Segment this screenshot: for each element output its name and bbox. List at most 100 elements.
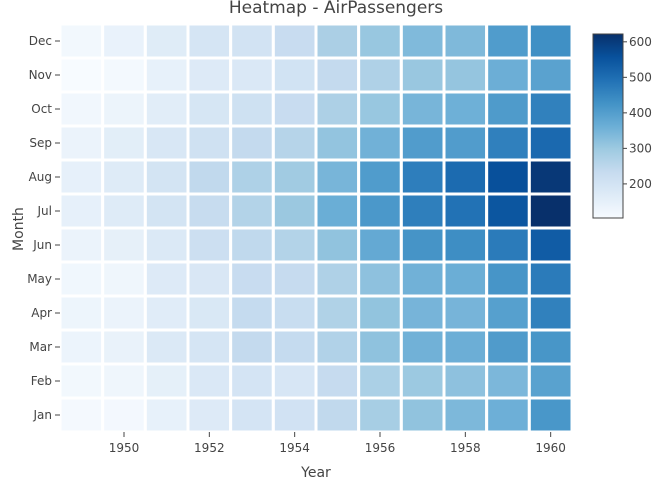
heatmap-cell <box>399 362 446 400</box>
heatmap-cells <box>58 22 574 434</box>
heatmap-cell <box>271 192 318 230</box>
y-tick-label: Feb <box>31 374 52 388</box>
heatmap-cell <box>186 294 233 332</box>
y-tick-label: Sep <box>29 136 52 150</box>
heatmap-cell <box>186 22 233 60</box>
heatmap-cell <box>485 396 531 434</box>
heatmap-cell <box>314 22 361 60</box>
heatmap-cell <box>399 396 446 434</box>
y-axis-label: Month <box>11 207 27 251</box>
heatmap-cell <box>186 124 233 162</box>
heatmap-cell <box>143 294 190 332</box>
x-tick-label: 1958 <box>450 441 481 455</box>
heatmap-cell <box>357 158 403 196</box>
heatmap-cell <box>229 226 275 264</box>
heatmap-cell <box>271 294 318 332</box>
heatmap-cell <box>399 260 446 298</box>
heatmap-cell <box>357 56 403 94</box>
heatmap-cell <box>58 260 105 298</box>
heatmap-cell <box>357 226 403 264</box>
colorbar: 200 300 400 500 600 <box>592 33 652 219</box>
heatmap-cell <box>399 158 446 196</box>
heatmap-cell <box>58 158 105 196</box>
heatmap-cell <box>58 22 105 60</box>
heatmap-cell <box>143 260 190 298</box>
heatmap-cell <box>143 124 190 162</box>
heatmap-cell <box>229 328 275 366</box>
heatmap-cell <box>527 192 574 230</box>
heatmap-cell <box>399 90 446 128</box>
heatmap-cell <box>314 396 361 434</box>
heatmap-cell <box>58 294 105 332</box>
heatmap-cell <box>527 362 574 400</box>
heatmap-cell <box>314 362 361 400</box>
heatmap-cell <box>314 192 361 230</box>
heatmap-cell <box>143 22 190 60</box>
colorbar-gradient <box>592 33 624 219</box>
heatmap-cell <box>229 260 275 298</box>
heatmap-cell <box>229 294 275 332</box>
heatmap-cell <box>357 396 403 434</box>
heatmap-cell <box>485 192 531 230</box>
heatmap-cell <box>399 328 446 366</box>
heatmap-cell <box>527 56 574 94</box>
heatmap-cell <box>485 56 531 94</box>
heatmap-cell <box>143 158 190 196</box>
y-tick-label: May <box>27 272 52 286</box>
heatmap-cell <box>186 362 233 400</box>
heatmap-cell <box>314 158 361 196</box>
heatmap-cell <box>101 328 147 366</box>
heatmap-cell <box>229 56 275 94</box>
heatmap-cell <box>314 294 361 332</box>
heatmap-cell <box>399 294 446 332</box>
heatmap-cell <box>186 226 233 264</box>
x-tick-label: 1960 <box>535 441 566 455</box>
heatmap-cell <box>442 22 489 60</box>
heatmap-cell <box>271 22 318 60</box>
heatmap-cell <box>101 294 147 332</box>
heatmap-cell <box>399 192 446 230</box>
heatmap-cell <box>485 22 531 60</box>
heatmap-cell <box>399 226 446 264</box>
heatmap-cell <box>58 124 105 162</box>
heatmap-cell <box>442 362 489 400</box>
heatmap-cell <box>357 362 403 400</box>
y-axis: Jan Feb Mar Apr May Jun Jul Aug Sep Oct Nov Dec <box>27 34 60 422</box>
colorbar-tick-label: 600 <box>629 35 652 49</box>
heatmap-cell <box>527 396 574 434</box>
heatmap-cell <box>485 260 531 298</box>
heatmap-cell <box>143 192 190 230</box>
heatmap-cell <box>186 192 233 230</box>
heatmap-cell <box>101 90 147 128</box>
heatmap-cell <box>314 226 361 264</box>
heatmap-cell <box>271 362 318 400</box>
heatmap-cell <box>527 294 574 332</box>
x-tick-label: 1956 <box>365 441 396 455</box>
heatmap-cell <box>143 226 190 264</box>
heatmap-cell <box>101 362 147 400</box>
y-tick-label: Jul <box>37 204 52 218</box>
heatmap-cell <box>101 260 147 298</box>
heatmap-cell <box>314 124 361 162</box>
heatmap-cell <box>101 396 147 434</box>
colorbar-tick-label: 200 <box>629 177 652 191</box>
heatmap-cell <box>527 328 574 366</box>
heatmap-cell <box>357 294 403 332</box>
heatmap-cell <box>101 192 147 230</box>
heatmap-cell <box>229 396 275 434</box>
heatmap-cell <box>143 328 190 366</box>
heatmap-cell <box>442 124 489 162</box>
colorbar-tick-label: 500 <box>629 70 652 84</box>
heatmap-cell <box>58 192 105 230</box>
heatmap-cell <box>442 90 489 128</box>
heatmap-cell <box>357 90 403 128</box>
heatmap-cell <box>314 260 361 298</box>
heatmap-cell <box>229 192 275 230</box>
heatmap-cell <box>58 56 105 94</box>
heatmap-cell <box>186 396 233 434</box>
heatmap-cell <box>58 362 105 400</box>
y-tick-label: Mar <box>29 340 52 354</box>
heatmap-cell <box>271 90 318 128</box>
heatmap-cell <box>314 56 361 94</box>
heatmap-cell <box>485 362 531 400</box>
